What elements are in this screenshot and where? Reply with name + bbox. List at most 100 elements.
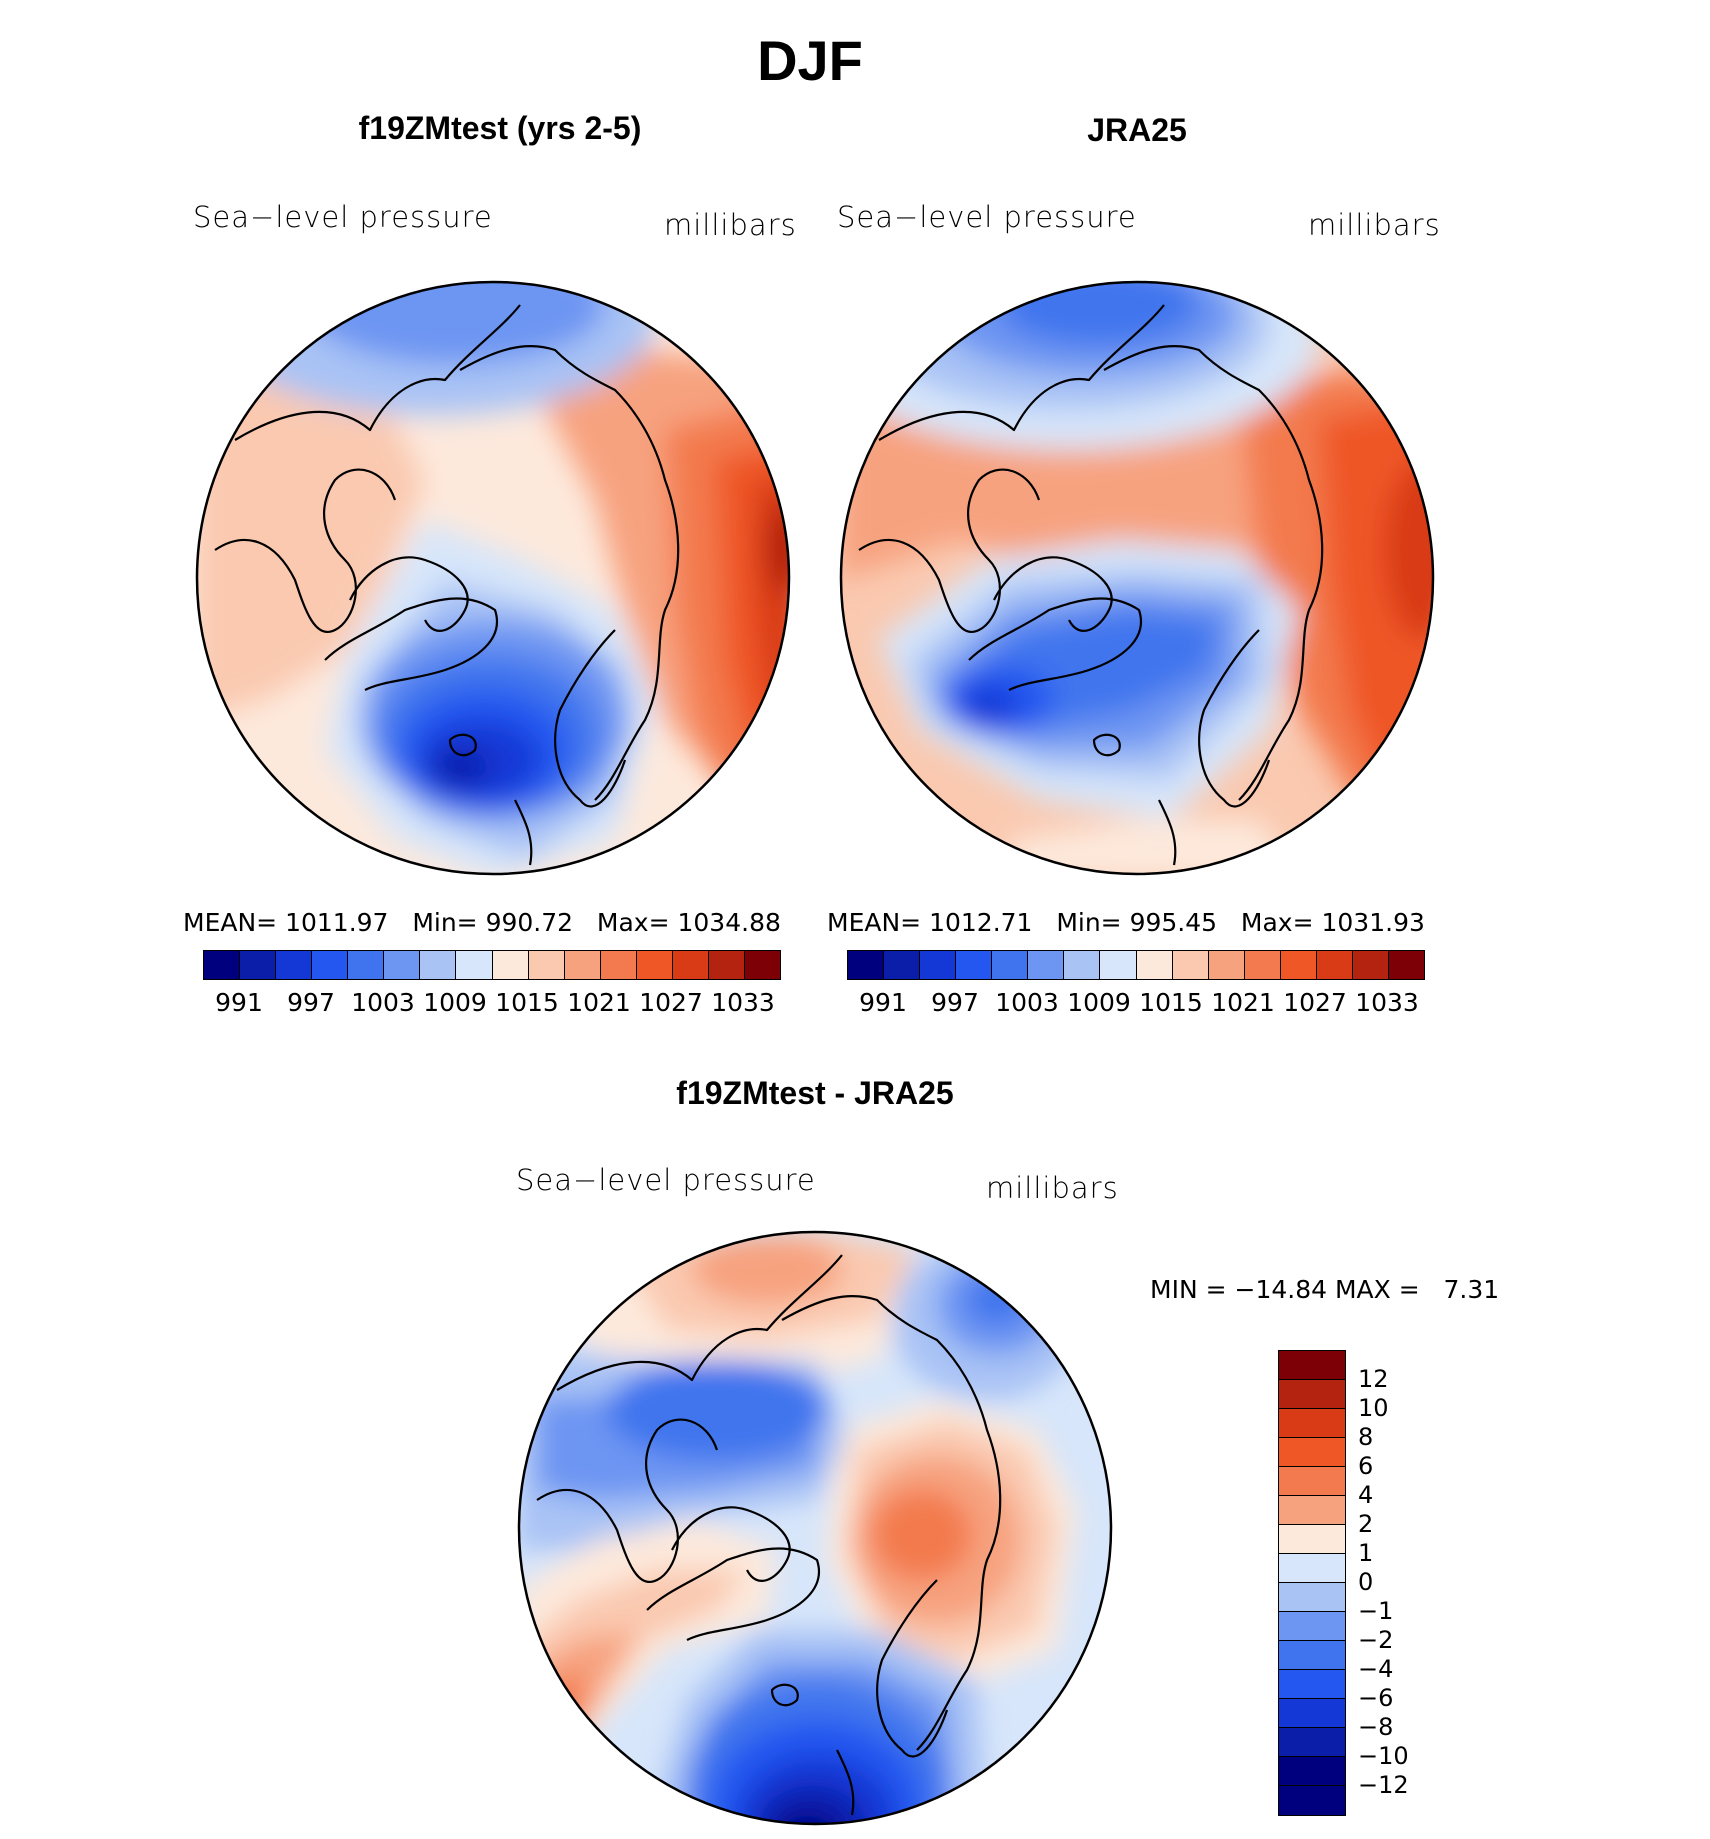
model-max-label: Max= bbox=[596, 908, 670, 937]
diff-colorbar-swatch bbox=[1279, 1641, 1345, 1670]
model-max-value: 1034.88 bbox=[677, 908, 781, 937]
model-colorbar-swatch bbox=[204, 951, 241, 979]
diff-field-south-negative-6 bbox=[757, 1785, 867, 1824]
diff-colorbar-swatch bbox=[1279, 1670, 1345, 1699]
obs-map-border bbox=[839, 280, 1435, 876]
obs-colorbar-tick-label: 1021 bbox=[1211, 988, 1275, 1017]
diff-panel-title: f19ZMtest - JRA25 bbox=[676, 1075, 954, 1111]
obs-mean-label: MEAN= bbox=[827, 908, 922, 937]
diff-colorbar-tick-label: 6 bbox=[1358, 1452, 1374, 1480]
obs-min-label: Min= bbox=[1056, 908, 1122, 937]
obs-colorbar-swatch bbox=[1280, 951, 1317, 979]
diff-colorbar-swatch bbox=[1279, 1757, 1345, 1786]
diff-colorbar-tick-label: 1 bbox=[1358, 1539, 1374, 1567]
obs-colorbar-tick-label: 991 bbox=[859, 988, 907, 1017]
diff-field-west-positive-4 bbox=[519, 1670, 587, 1790]
obs-colorbar-swatch bbox=[1136, 951, 1173, 979]
obs-coastlines bbox=[858, 304, 1324, 866]
diff-min-value: −14.84 bbox=[1234, 1275, 1328, 1304]
model-colorbar-swatch bbox=[312, 951, 349, 979]
obs-polar-map bbox=[839, 280, 1435, 876]
model-colorbar-tick-label: 1027 bbox=[639, 988, 703, 1017]
model-colorbar-swatch bbox=[672, 951, 709, 979]
diff-colorbar-ticks: 12 10 8 6 4 2 1 0 −1 −2 −4 −6 −8 −10 −12 bbox=[1358, 1350, 1448, 1800]
obs-min-value: 995.45 bbox=[1129, 908, 1218, 937]
model-field-atlantic-min bbox=[430, 750, 490, 786]
model-field-east-max bbox=[765, 503, 789, 593]
diff-colorbar-swatch bbox=[1279, 1786, 1345, 1815]
obs-panel-title: JRA25 bbox=[1087, 112, 1187, 148]
model-colorbar-tick-label: 991 bbox=[215, 988, 263, 1017]
model-colorbar bbox=[203, 950, 781, 980]
diff-colorbar-swatch bbox=[1279, 1583, 1345, 1612]
model-colorbar-ticks: 991 997 1003 1009 1015 1021 1027 1033 bbox=[203, 988, 779, 1018]
diff-colorbar-swatch bbox=[1279, 1409, 1345, 1438]
diff-colorbar-swatch bbox=[1279, 1467, 1345, 1496]
diff-colorbar-swatch bbox=[1279, 1525, 1345, 1554]
obs-colorbar-swatch bbox=[1352, 951, 1389, 979]
diff-colorbar bbox=[1278, 1350, 1346, 1816]
model-variable-label: Sea−level pressure bbox=[193, 200, 493, 234]
model-mean-value: 1011.97 bbox=[285, 908, 389, 937]
diff-colorbar-tick-label: −1 bbox=[1358, 1597, 1394, 1625]
diff-map-border bbox=[517, 1230, 1113, 1826]
model-colorbar-tick-label: 1033 bbox=[711, 988, 775, 1017]
obs-stats: MEAN= 1012.71 Min= 995.45 Max= 1031.93 bbox=[827, 908, 1425, 937]
obs-colorbar bbox=[847, 950, 1425, 980]
diff-min-label: MIN = bbox=[1150, 1275, 1227, 1304]
obs-colorbar-swatch bbox=[1064, 951, 1101, 979]
model-colorbar-tick-label: 1003 bbox=[351, 988, 415, 1017]
model-colorbar-swatch bbox=[276, 951, 313, 979]
diff-coastlines bbox=[536, 1254, 1002, 1816]
model-colorbar-tick-label: 1015 bbox=[495, 988, 559, 1017]
diff-colorbar-tick-label: 10 bbox=[1358, 1394, 1389, 1422]
obs-units-label: millibars bbox=[1308, 208, 1441, 242]
model-colorbar-swatch bbox=[420, 951, 457, 979]
obs-max-label: Max= bbox=[1240, 908, 1314, 937]
diff-colorbar-tick-label: 4 bbox=[1358, 1481, 1374, 1509]
model-min-label: Min= bbox=[412, 908, 478, 937]
diff-field-north-positive-3 bbox=[692, 1235, 842, 1305]
model-colorbar-swatch bbox=[600, 951, 637, 979]
model-field-west-ridge bbox=[197, 355, 425, 720]
model-colorbar-swatch bbox=[492, 951, 529, 979]
model-colorbar-swatch bbox=[744, 951, 780, 979]
model-coastlines bbox=[214, 304, 680, 866]
obs-colorbar-tick-label: 1033 bbox=[1355, 988, 1419, 1017]
diff-colorbar-tick-label: −6 bbox=[1358, 1684, 1394, 1712]
model-map-border bbox=[195, 280, 791, 876]
diff-colorbar-swatch bbox=[1279, 1728, 1345, 1757]
obs-max-value: 1031.93 bbox=[1321, 908, 1425, 937]
model-mean-label: MEAN= bbox=[183, 908, 278, 937]
diff-colorbar-swatch bbox=[1279, 1554, 1345, 1583]
diff-colorbar-swatch bbox=[1279, 1496, 1345, 1525]
obs-colorbar-swatch bbox=[920, 951, 957, 979]
obs-colorbar-tick-label: 1027 bbox=[1283, 988, 1347, 1017]
diff-colorbar-tick-label: −10 bbox=[1358, 1742, 1409, 1770]
model-polar-map bbox=[195, 280, 791, 876]
obs-colorbar-swatch bbox=[1388, 951, 1424, 979]
diff-variable-label: Sea−level pressure bbox=[516, 1163, 816, 1197]
model-colorbar-swatch bbox=[348, 951, 385, 979]
diff-field-west-negative-3 bbox=[607, 1360, 827, 1460]
model-panel-title: f19ZMtest (yrs 2-5) bbox=[358, 110, 642, 146]
obs-colorbar-tick-label: 1003 bbox=[995, 988, 1059, 1017]
diff-colorbar-tick-label: 2 bbox=[1358, 1510, 1374, 1538]
model-stats: MEAN= 1011.97 Min= 990.72 Max= 1034.88 bbox=[183, 908, 781, 937]
figure-title: DJF bbox=[757, 29, 863, 92]
obs-mean-value: 1012.71 bbox=[929, 908, 1033, 937]
diff-colorbar-tick-label: −4 bbox=[1358, 1655, 1394, 1683]
obs-colorbar-swatch bbox=[956, 951, 993, 979]
obs-colorbar-swatch bbox=[884, 951, 921, 979]
diff-colorbar-swatch bbox=[1279, 1438, 1345, 1467]
obs-colorbar-tick-label: 1009 bbox=[1067, 988, 1131, 1017]
diff-colorbar-tick-label: −2 bbox=[1358, 1626, 1394, 1654]
diff-colorbar-tick-label: 8 bbox=[1358, 1423, 1374, 1451]
diff-colorbar-tick-label: −8 bbox=[1358, 1713, 1394, 1741]
diff-colorbar-tick-label: −12 bbox=[1358, 1771, 1409, 1799]
diff-colorbar-swatch bbox=[1279, 1612, 1345, 1641]
obs-variable-label: Sea−level pressure bbox=[837, 200, 1137, 234]
model-colorbar-swatch bbox=[636, 951, 673, 979]
model-colorbar-tick-label: 997 bbox=[287, 988, 335, 1017]
obs-colorbar-swatch bbox=[1100, 951, 1137, 979]
